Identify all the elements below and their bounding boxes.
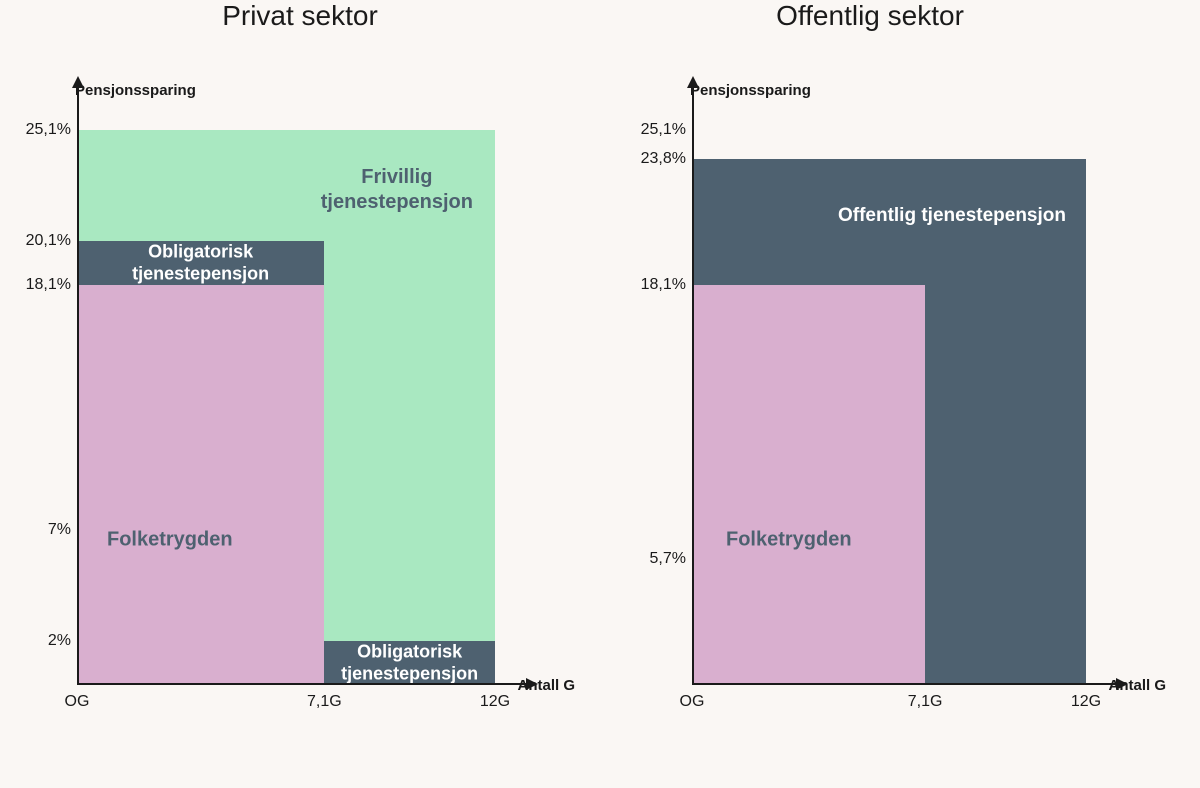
chart-region-label: Offentlig tjenestepensjon [838,204,1066,228]
x-tick-label: 12G [1071,685,1101,711]
y-axis-line [692,86,694,685]
y-tick-label: 23,8% [641,150,692,168]
y-axis-line [77,86,79,685]
chart-region-label: Folketrygden [726,527,852,552]
chart-region: Folketrygden [692,285,925,685]
y-axis-title: Pensjonssparing [75,82,196,99]
y-tick-label: 5,7% [650,550,692,568]
x-tick-label: 7,1G [307,685,342,711]
plot-area: Offentlig tjenestepensjonFolketrygden25,… [692,130,1086,685]
x-tick-label: OG [65,685,90,711]
panel-private: Privat sektor Frivilligtjenestepensjon Fol… [0,0,600,788]
panel-title: Offentlig sektor [600,0,1140,32]
chart-region-label: Frivilligtjenestepensjon [321,165,473,215]
x-tick-label: OG [680,685,705,711]
panel-title: Privat sektor [0,0,600,32]
chart-region: Obligatorisktjenestepensjon [324,641,495,685]
y-tick-label: 18,1% [26,276,77,294]
y-tick-label: 25,1% [641,121,692,139]
y-tick-label: 18,1% [641,276,692,294]
y-tick-label: 25,1% [26,121,77,139]
page: Privat sektor Frivilligtjenestepensjon Fol… [0,0,1200,788]
y-tick-label: 7% [48,521,77,539]
x-axis-line [77,683,528,685]
x-tick-label: 12G [480,685,510,711]
x-axis-title: Antall G [1108,677,1166,694]
chart-region-label: Folketrygden [107,527,233,552]
chart-region-label: Obligatorisktjenestepensjon [77,240,324,285]
x-axis-line [692,683,1118,685]
y-tick-label: 2% [48,632,77,650]
x-axis-title: Antall G [517,677,575,694]
y-tick-label: 20,1% [26,232,77,250]
plot-area: Frivilligtjenestepensjon Folketrygden Obli… [77,130,495,685]
panel-public: Offentlig sektor Offentlig tjenestepensjo… [600,0,1140,788]
x-tick-label: 7,1G [908,685,943,711]
chart-region: Obligatorisktjenestepensjon [77,241,324,285]
chart-region-label: Obligatorisktjenestepensjon [324,640,495,685]
chart-region: Folketrygden [77,285,324,685]
y-axis-title: Pensjonssparing [690,82,811,99]
